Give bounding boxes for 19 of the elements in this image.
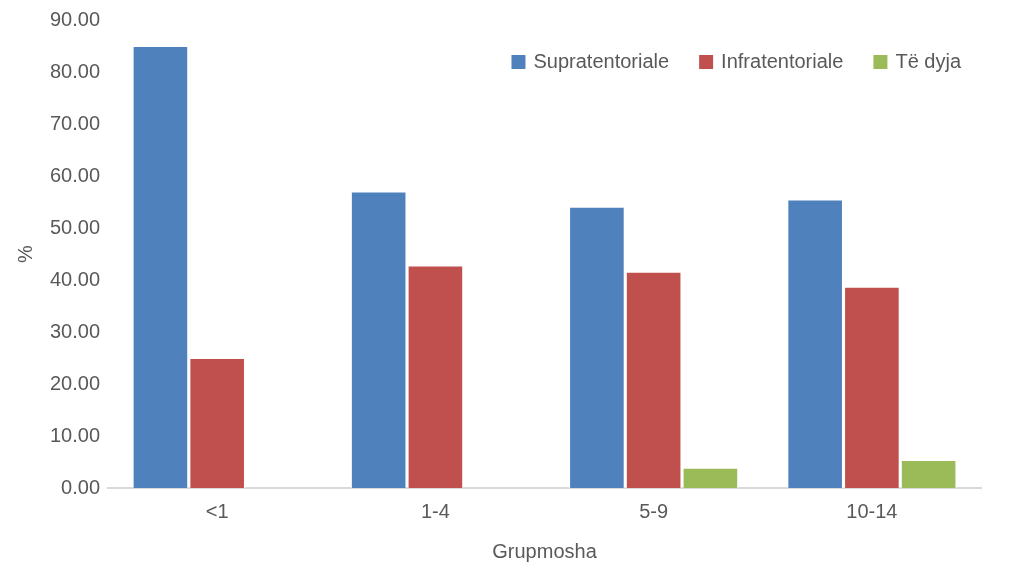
y-tick-label: 70.00 — [49, 111, 101, 134]
y-tick-label: 10.00 — [49, 423, 101, 446]
y-axis-title: % — [13, 244, 36, 263]
legend-label: Supratentoriale — [533, 49, 670, 72]
x-tick-label: <1 — [205, 499, 229, 522]
legend-label: Infratentoriale — [721, 49, 844, 72]
x-tick-label: 5-9 — [639, 499, 669, 522]
y-tick-label: 30.00 — [49, 319, 101, 342]
y-tick-label: 40.00 — [49, 267, 101, 290]
y-tick-label: 80.00 — [49, 59, 101, 82]
x-tick-label: 10-14 — [846, 499, 898, 522]
y-tick-label: 20.00 — [49, 371, 101, 394]
y-tick-label: 50.00 — [49, 215, 101, 238]
y-tick-label: 0.00 — [61, 475, 101, 498]
x-axis-title: Grupmosha — [492, 539, 598, 562]
y-tick-label: 90.00 — [49, 7, 101, 30]
legend-label: Të dyja — [895, 49, 962, 72]
y-tick-label: 60.00 — [49, 163, 101, 186]
x-tick-label: 1-4 — [420, 499, 450, 522]
